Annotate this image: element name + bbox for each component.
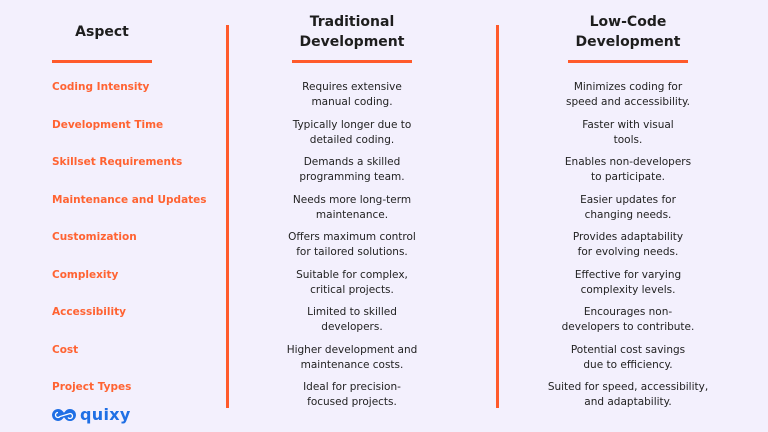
aspect-label: Customization: [52, 231, 137, 243]
lowcode-cell-line: Easier updates for: [580, 193, 676, 206]
traditional-cell: Demands a skilled programming team.: [242, 155, 462, 185]
traditional-cell-line: Requires extensive: [302, 81, 402, 93]
aspect-label: Skillset Requirements: [52, 156, 183, 168]
lowcode-cell: Enables non-developers to participate.: [518, 155, 738, 185]
lowcode-underline: [568, 60, 688, 63]
aspect-label: Maintenance and Updates: [52, 193, 207, 206]
logo-text: quixy: [80, 405, 131, 424]
traditional-cell-line: manual coding.: [311, 96, 393, 108]
aspect-label: Cost: [52, 343, 79, 356]
traditional-cell-line: Suitable for complex,: [296, 268, 408, 281]
traditional-cell-line: Higher development and: [286, 343, 418, 356]
traditional-cell: Higher development and maintenance costs.: [242, 343, 462, 373]
aspect-label: Complexity: [52, 268, 119, 281]
traditional-cell-line: Needs more long-term: [292, 193, 412, 206]
lowcode-cell-line: Provides adaptability: [572, 231, 684, 243]
traditional-cell-line: Offers maximum control: [288, 231, 416, 243]
traditional-cell-line: Ideal for precision-: [303, 381, 401, 393]
traditional-cell: Limited to skilled developers.: [242, 305, 462, 335]
traditional-cell: Offers maximum control for tailored solut…: [242, 230, 462, 260]
traditional-cell-line: maintenance.: [315, 208, 389, 221]
traditional-cell-line: maintenance costs.: [300, 358, 404, 371]
lowcode-cell-line: and adaptability.: [584, 396, 672, 408]
lowcode-cell: Suited for speed, accessibility, and adap…: [518, 380, 738, 410]
lowcode-cell-line: to participate.: [590, 171, 666, 183]
lowcode-cell-line: Suited for speed, accessibility,: [547, 381, 709, 393]
column-divider: [496, 25, 499, 408]
traditional-cell-line: critical projects.: [310, 283, 394, 296]
lowcode-cell-line: Potential cost savings: [570, 343, 686, 356]
traditional-underline: [292, 60, 412, 63]
lowcode-cell-line: changing needs.: [584, 208, 672, 221]
aspect-label: Coding Intensity: [52, 81, 150, 93]
lowcode-cell-line: Faster with visual: [582, 118, 674, 131]
header-lowcode: Low-Code Development: [528, 12, 728, 52]
lowcode-cell: Easier updates for changing needs.: [518, 193, 738, 223]
lowcode-cell: Effective for varying complexity levels.: [518, 268, 738, 298]
lowcode-cell-line: for evolving needs.: [577, 246, 679, 258]
lowcode-cell-line: due to efficiency.: [583, 358, 673, 371]
traditional-cell-line: detailed coding.: [309, 133, 395, 146]
infinity-logo-icon: [52, 408, 76, 421]
header-traditional-line1: Traditional: [309, 14, 395, 30]
traditional-cell-line: Typically longer due to: [292, 118, 412, 131]
lowcode-cell-line: complexity levels.: [580, 283, 676, 296]
traditional-cell: Suitable for complex, critical projects.: [242, 268, 462, 298]
traditional-cell: Typically longer due to detailed coding.: [242, 118, 462, 148]
header-traditional-line2: Development: [299, 34, 405, 50]
lowcode-cell: Encourages non-developers to contribute.: [518, 305, 738, 335]
lowcode-cell-line: Effective for varying: [574, 268, 682, 281]
header-lowcode-line2: Development: [575, 34, 681, 50]
lowcode-cell-line: speed and accessibility.: [565, 96, 691, 108]
header-traditional: Traditional Development: [252, 12, 452, 52]
aspect-underline: [52, 60, 152, 63]
lowcode-cell-line: Minimizes coding for: [573, 81, 683, 93]
lowcode-cell: Potential cost savings due to efficiency.: [518, 343, 738, 373]
lowcode-cell-line: developers to contribute.: [561, 321, 695, 333]
traditional-cell: Requires extensive manual coding.: [242, 80, 462, 110]
traditional-cell: Needs more long-term maintenance.: [242, 193, 462, 223]
column-divider: [226, 25, 229, 408]
traditional-cell-line: focused projects.: [307, 396, 397, 408]
lowcode-cell: Faster with visual tools.: [518, 118, 738, 148]
traditional-cell: Ideal for precision-focused projects.: [242, 380, 462, 410]
traditional-cell-line: programming team.: [299, 171, 405, 183]
header-lowcode-line1: Low-Code: [589, 14, 667, 30]
traditional-cell-line: Limited to skilled: [307, 306, 397, 318]
aspect-label: Development Time: [52, 118, 164, 131]
lowcode-cell: Minimizes coding for speed and accessibil…: [518, 80, 738, 110]
aspect-label: Project Types: [52, 381, 132, 393]
aspect-label: Accessibility: [52, 306, 126, 318]
lowcode-cell-line: tools.: [613, 133, 643, 146]
lowcode-cell-line: Enables non-developers: [564, 156, 692, 168]
lowcode-cell: Provides adaptability for evolving needs.: [518, 230, 738, 260]
lowcode-cell-line: Encourages non-: [583, 306, 673, 318]
traditional-cell-line: Demands a skilled: [303, 156, 401, 168]
quixy-logo: quixy: [52, 405, 131, 424]
header-aspect: Aspect: [75, 24, 129, 40]
traditional-cell-line: for tailored solutions.: [296, 246, 408, 258]
traditional-cell-line: developers.: [321, 321, 383, 333]
